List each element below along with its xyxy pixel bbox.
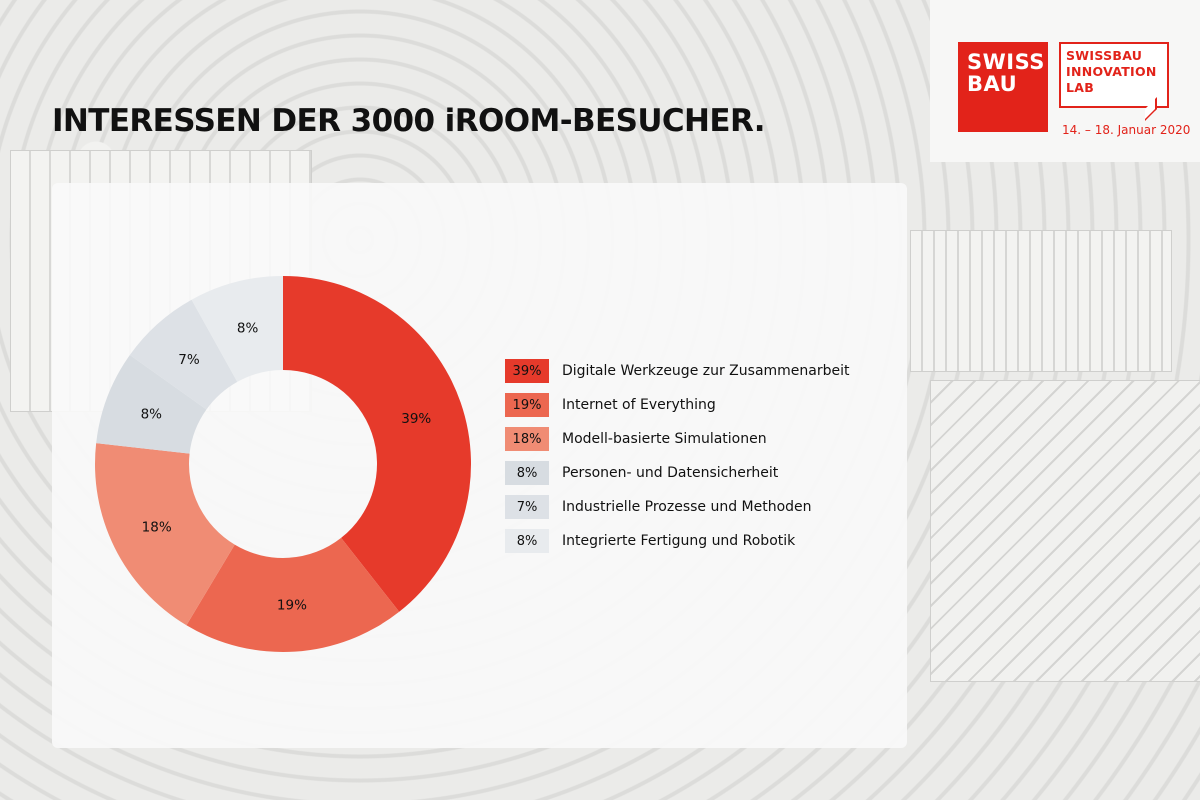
innovation-lab-logo: SWISSBAU INNOVATION LAB — [1059, 42, 1169, 108]
chart-panel — [52, 183, 907, 748]
legend-label: Digitale Werkzeuge zur Zusammenarbeit — [562, 363, 850, 379]
legend-swatch: 39% — [505, 359, 549, 383]
chart-legend: 39% Digitale Werkzeuge zur Zusammenarbeit… — [505, 354, 850, 558]
legend-swatch: 18% — [505, 427, 549, 451]
legend-label: Modell-basierte Simulationen — [562, 431, 767, 447]
legend-item: 18% Modell-basierte Simulationen — [505, 422, 850, 456]
legend-label: Integrierte Fertigung und Robotik — [562, 533, 796, 549]
background-building — [930, 380, 1200, 682]
slice-label: 39% — [401, 411, 431, 427]
legend-label: Personen- und Datensicherheit — [562, 465, 779, 481]
page-title: INTERESSEN DER 3000 iROOM-BESUCHER. — [52, 103, 766, 139]
donut-slice — [129, 299, 238, 410]
slice-label: 8% — [141, 407, 163, 423]
donut-slice — [283, 276, 471, 612]
background-building — [910, 230, 1172, 372]
legend-label: Internet of Everything — [562, 397, 716, 413]
donut-slice — [94, 443, 235, 626]
legend-item: 8% Integrierte Fertigung und Robotik — [505, 524, 850, 558]
swissbau-logo: SWISS BAU — [958, 42, 1048, 132]
legend-swatch: 8% — [505, 461, 549, 485]
slice-label: 19% — [277, 598, 307, 614]
legend-swatch: 7% — [505, 495, 549, 519]
legend-swatch: 8% — [505, 529, 549, 553]
legend-swatch: 19% — [505, 393, 549, 417]
legend-item: 39% Digitale Werkzeuge zur Zusammenarbeit — [505, 354, 850, 388]
legend-label: Industrielle Prozesse und Methoden — [562, 499, 812, 515]
donut-slice — [191, 276, 283, 382]
slice-label: 8% — [237, 321, 259, 337]
legend-item: 7% Industrielle Prozesse und Methoden — [505, 490, 850, 524]
donut-slice — [186, 537, 400, 653]
slice-label: 18% — [142, 520, 172, 536]
legend-item: 8% Personen- und Datensicherheit — [505, 456, 850, 490]
donut-slice — [96, 354, 207, 454]
slice-label: 7% — [178, 352, 200, 368]
legend-item: 19% Internet of Everything — [505, 388, 850, 422]
event-date: 14. – 18. Januar 2020 — [1062, 123, 1191, 137]
